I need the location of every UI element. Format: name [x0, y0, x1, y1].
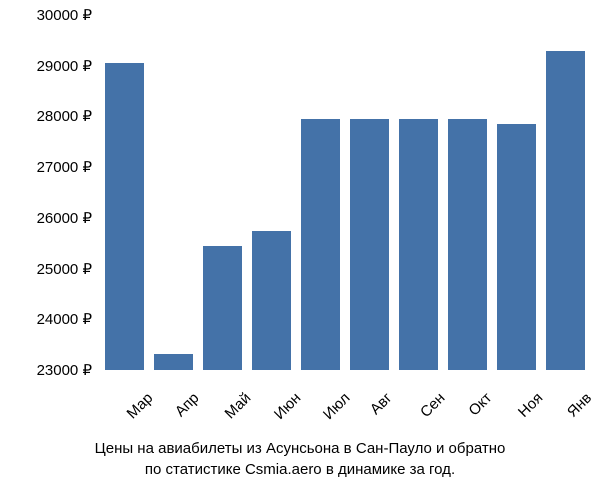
y-tick-label: 29000 ₽ [37, 57, 92, 75]
y-tick-label: 30000 ₽ [37, 6, 92, 24]
bar [301, 119, 339, 370]
bar [399, 119, 437, 370]
y-tick-label: 28000 ₽ [37, 107, 92, 125]
bar [252, 231, 290, 370]
x-tick-label: Мар [123, 389, 156, 422]
x-tick-label: Июн [270, 389, 303, 422]
y-tick-label: 25000 ₽ [37, 260, 92, 278]
caption-line-2: по статистике Csmia.aero в динамике за г… [145, 461, 455, 478]
x-tick-label: Ноя [514, 389, 545, 420]
bar [105, 63, 143, 370]
caption-line-1: Цены на авиабилеты из Асунсьона в Сан-Па… [95, 440, 506, 457]
y-tick-label: 26000 ₽ [37, 209, 92, 227]
plot-area [100, 15, 590, 370]
x-tick-label: Апр [171, 389, 202, 420]
x-tick-label: Июл [319, 389, 353, 423]
x-axis: МарАпрМайИюнИюлАвгСенОктНояЯнв [100, 375, 590, 435]
bar [448, 119, 486, 370]
x-tick-label: Сен [417, 389, 448, 420]
x-tick-label: Окт [465, 389, 495, 419]
y-tick-label: 27000 ₽ [37, 158, 92, 176]
x-tick-label: Авг [366, 389, 395, 418]
y-tick-label: 24000 ₽ [37, 310, 92, 328]
bar [154, 354, 192, 370]
price-chart: 23000 ₽ 24000 ₽ 25000 ₽ 26000 ₽ 27000 ₽ 28000… [0, 0, 600, 500]
bar [350, 119, 388, 370]
y-tick-label: 23000 ₽ [37, 361, 92, 379]
x-tick-label: Май [221, 389, 254, 422]
x-tick-label: Янв [563, 389, 594, 420]
bar [497, 124, 535, 370]
y-axis: 23000 ₽24000 ₽25000 ₽26000 ₽27000 ₽28000… [0, 0, 100, 370]
bar [203, 246, 241, 370]
chart-caption: Цены на авиабилеты из Асунсьона в Сан-Па… [0, 438, 600, 480]
bar [546, 51, 584, 371]
